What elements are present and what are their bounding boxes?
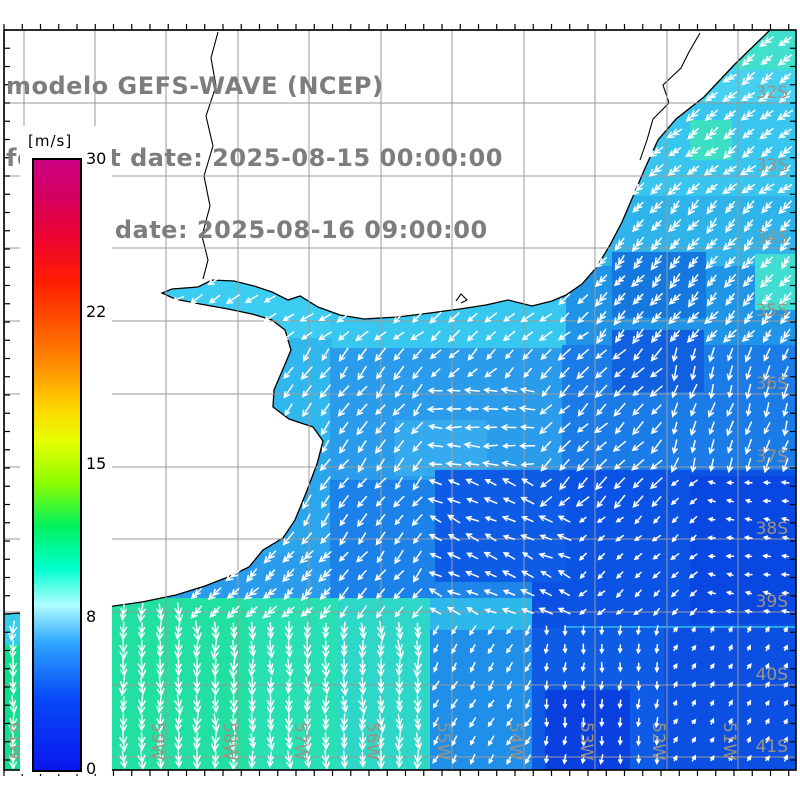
lon-label: 52W <box>648 722 668 761</box>
city-mark <box>455 293 468 304</box>
lat-label: 32S <box>756 83 788 103</box>
grid-labels: 32S33S34S35S36S37S38S39S40S41S61W60W59W5… <box>5 83 788 761</box>
lon-label: 58W <box>219 722 239 761</box>
model-title: modelo GEFS-WAVE (NCEP) <box>6 72 384 100</box>
lat-label: 41S <box>756 737 788 757</box>
map-frame <box>3 29 797 771</box>
lon-label: 56W <box>362 722 382 761</box>
colorbar-tick-label: 0 <box>86 759 97 778</box>
colorbar-tick-label: 15 <box>86 454 107 473</box>
lat-label: 36S <box>756 374 788 394</box>
frame-ticks <box>3 24 796 776</box>
lon-label: 51W <box>719 722 739 761</box>
lat-label: 40S <box>756 665 788 685</box>
colorbar-panel: [m/s] 30 22 15 8 0 <box>20 126 112 778</box>
map-layers <box>4 30 796 770</box>
colorbar-tick-label: 22 <box>86 301 107 321</box>
lat-label: 34S <box>756 228 788 248</box>
colorbar-tick-label: 30 <box>86 149 107 168</box>
colorbar-unit-label: [m/s] <box>28 132 73 150</box>
lat-label: 35S <box>756 301 788 321</box>
lat-label: 39S <box>756 592 788 612</box>
lat-label: 33S <box>756 156 788 176</box>
lat-label: 38S <box>756 519 788 539</box>
lon-label: 53W <box>576 722 596 761</box>
lon-label: 54W <box>505 722 525 761</box>
lon-label: 55W <box>433 722 453 761</box>
lagoon-line <box>639 32 701 161</box>
wind-arrows <box>8 36 793 770</box>
lat-label: 37S <box>756 447 788 467</box>
lon-label: 59W <box>147 722 167 761</box>
lon-label: 57W <box>290 722 310 761</box>
colorbar-tick-label: 8 <box>86 606 97 626</box>
colorbar-gradient <box>32 158 82 772</box>
